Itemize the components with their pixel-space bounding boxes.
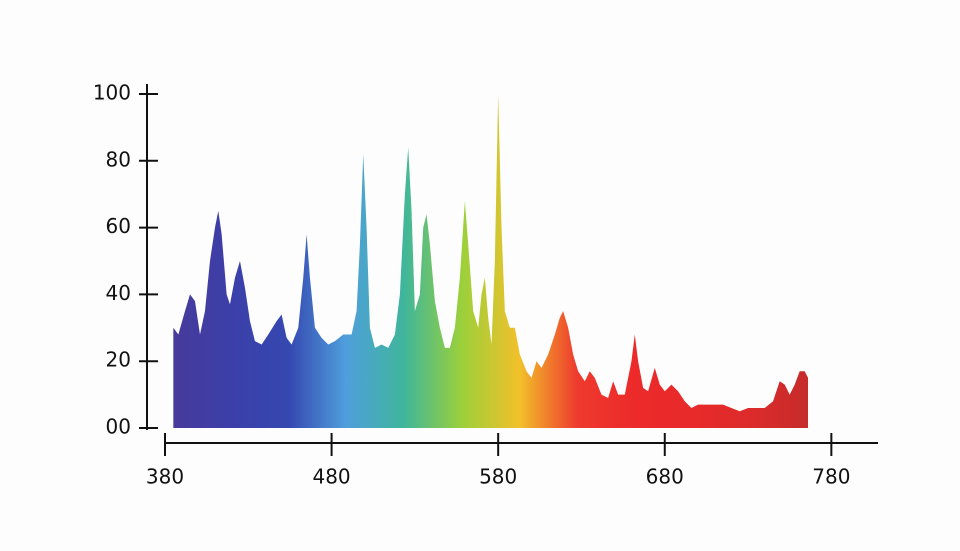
x-tick-label: 380 [146,465,184,489]
spectrum-area [173,94,809,428]
y-tick-label: 40 [106,281,131,305]
y-tick-label: 20 [106,348,131,372]
y-tick-label: 80 [106,147,131,171]
y-tick-label: 60 [106,214,131,238]
x-tick-label: 680 [646,465,684,489]
x-tick-label: 480 [312,465,350,489]
y-tick-label: 00 [106,415,131,439]
x-tick-label: 580 [479,465,517,489]
x-tick-label: 780 [812,465,850,489]
y-tick-label: 100 [93,81,131,105]
